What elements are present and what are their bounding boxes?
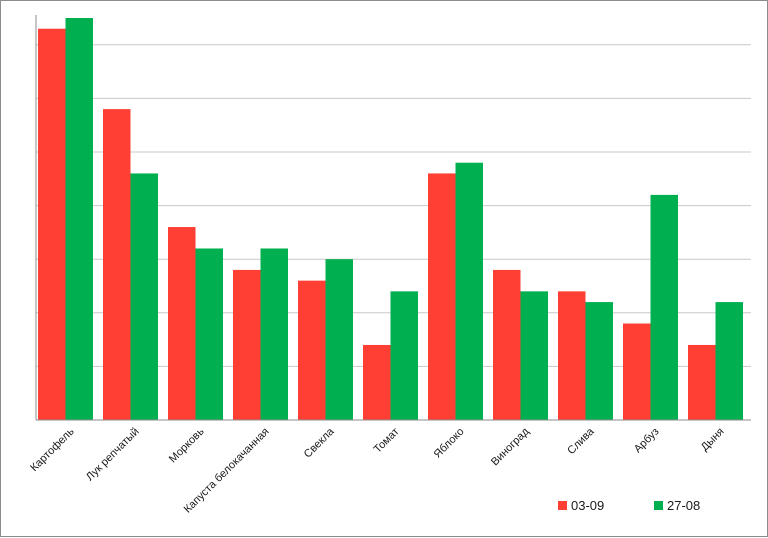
bar-03-09-8 — [558, 291, 586, 420]
x-tick-label: Томат — [372, 426, 402, 456]
bar-27-08-0 — [65, 18, 93, 420]
x-tick-label: Свекла — [302, 425, 337, 460]
legend-label-03-09: 03-09 — [571, 498, 604, 513]
bar-27-08-7 — [520, 291, 548, 420]
bar-03-09-6 — [428, 173, 456, 420]
x-tick-label: Слива — [565, 425, 597, 457]
bar-03-09-10 — [688, 344, 716, 420]
bar-03-09-2 — [168, 227, 196, 420]
bar-03-09-9 — [623, 323, 651, 420]
x-tick-label: Яблоко — [432, 426, 467, 461]
legend-label-27-08: 27-08 — [667, 498, 700, 513]
x-tick-label: Лук репчатый — [84, 426, 142, 484]
bar-27-08-10 — [715, 302, 743, 420]
x-tick-label: Виноград — [489, 425, 532, 468]
bar-03-09-7 — [493, 269, 521, 420]
x-tick-label: Дыня — [699, 426, 727, 454]
bar-03-09-3 — [233, 269, 261, 420]
legend-swatch-03-09 — [558, 501, 567, 510]
x-tick-label: Арбуз — [632, 426, 662, 456]
legend: 03-09 27-08 — [558, 498, 700, 513]
bar-27-08-5 — [390, 291, 418, 420]
bar-27-08-2 — [195, 248, 223, 420]
bar-03-09-0 — [38, 28, 66, 420]
bar-03-09-5 — [363, 344, 391, 420]
bar-27-08-9 — [650, 194, 678, 420]
bars — [38, 18, 743, 421]
bar-27-08-1 — [130, 173, 158, 420]
legend-swatch-27-08 — [654, 501, 663, 510]
axes — [35, 15, 751, 421]
bar-27-08-3 — [260, 248, 288, 420]
bar-03-09-1 — [103, 109, 131, 421]
x-tick-label: Картофель — [28, 425, 77, 474]
bar-27-08-8 — [585, 302, 613, 420]
x-tick-label: Морковь — [167, 425, 207, 465]
bar-27-08-6 — [455, 162, 483, 420]
bar-27-08-4 — [325, 259, 353, 420]
bar-03-09-4 — [298, 280, 326, 420]
